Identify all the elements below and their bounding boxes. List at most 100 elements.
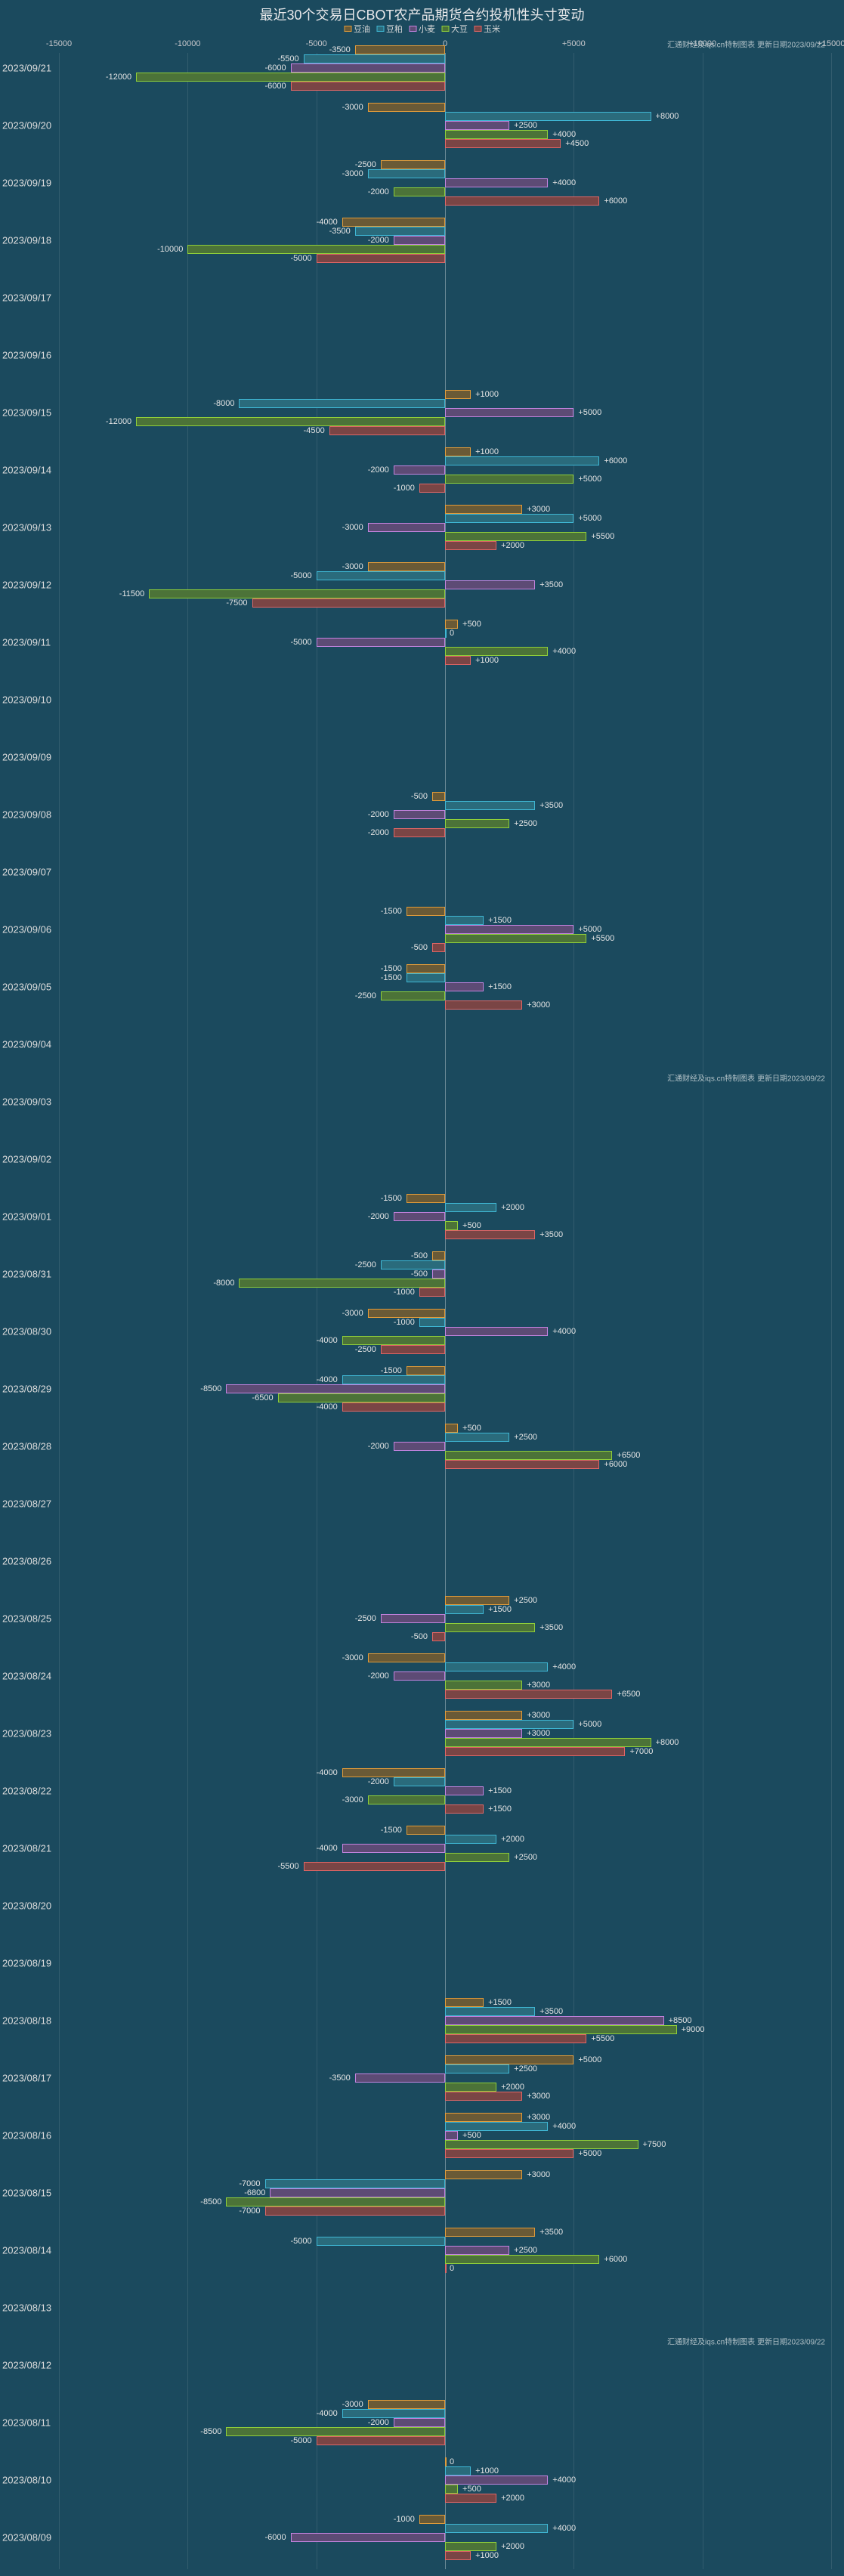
bar	[445, 112, 651, 121]
date-label: 2023/08/25	[2, 1613, 51, 1625]
bar	[445, 1835, 496, 1844]
legend-label: 小麦	[419, 23, 435, 35]
bar	[394, 465, 445, 475]
bar	[381, 1260, 445, 1269]
bar	[445, 2140, 638, 2149]
legend-label: 大豆	[451, 23, 468, 35]
bar	[445, 1433, 509, 1442]
bar	[445, 819, 509, 828]
bar	[445, 982, 484, 991]
bar-value-label: +1000	[475, 2466, 499, 2475]
bar	[445, 390, 471, 399]
bar	[317, 571, 445, 580]
bar	[304, 1862, 445, 1871]
bar-value-label: +1500	[488, 1786, 512, 1795]
date-label: 2023/08/26	[2, 1556, 51, 1567]
bar	[368, 1653, 445, 1662]
bar	[419, 2515, 445, 2524]
date-label: 2023/09/05	[2, 982, 51, 993]
bar	[445, 1596, 509, 1605]
bar-value-label: -8500	[200, 2427, 221, 2436]
bar-value-label: +6000	[604, 196, 627, 206]
date-label: 2023/09/01	[2, 1211, 51, 1223]
bar-value-label: +3500	[539, 801, 563, 810]
bar-value-label: +4000	[552, 178, 576, 187]
bar-value-label: -2500	[355, 1614, 376, 1623]
legend-item: 玉米	[474, 23, 500, 35]
date-label: 2023/08/23	[2, 1728, 51, 1739]
legend-swatch	[344, 26, 351, 32]
bar	[445, 2466, 471, 2475]
bar-value-label: +5000	[578, 2055, 601, 2064]
date-label: 2023/08/15	[2, 2188, 51, 2199]
chart-root: 最近30个交易日CBOT农产品期货合约投机性头寸变动 豆油豆粕小麦大豆玉米 -1…	[0, 0, 844, 2576]
bar-value-label: +5500	[591, 2034, 614, 2043]
bar	[329, 426, 445, 435]
date-label: 2023/09/14	[2, 465, 51, 476]
bar-value-label: -4000	[317, 1336, 338, 1345]
bar-value-label: +1500	[488, 1804, 512, 1814]
date-label: 2023/08/31	[2, 1269, 51, 1280]
bar	[317, 254, 445, 263]
bar	[342, 218, 445, 227]
bar	[342, 1844, 445, 1853]
bar-value-label: +3000	[527, 2170, 550, 2179]
bar-value-label: -4000	[317, 1844, 338, 1853]
bar	[445, 1000, 522, 1010]
date-label: 2023/08/09	[2, 2532, 51, 2544]
bar-value-label: +1500	[488, 982, 512, 991]
bar	[226, 1384, 445, 1393]
bar	[355, 227, 445, 236]
bar-value-label: +1500	[488, 916, 512, 925]
bar-value-label: -6000	[264, 2533, 286, 2542]
date-label: 2023/08/13	[2, 2302, 51, 2314]
bar-value-label: -6500	[252, 1393, 273, 1402]
bar-value-label: +2000	[501, 2494, 524, 2503]
bar	[304, 54, 445, 63]
bar	[445, 196, 599, 206]
bar	[445, 1451, 612, 1460]
bar	[419, 1288, 445, 1297]
bar-value-label: -2000	[368, 810, 389, 819]
bar-value-label: -500	[411, 943, 428, 952]
bar-value-label: -1000	[394, 2515, 415, 2524]
bar	[265, 2206, 445, 2216]
bar	[445, 2016, 664, 2025]
bar-value-label: +3000	[527, 2092, 550, 2101]
date-label: 2023/09/13	[2, 522, 51, 533]
date-label: 2023/08/30	[2, 1326, 51, 1337]
legend-label: 玉米	[484, 23, 500, 35]
bar-value-label: -1500	[381, 1194, 402, 1203]
bar-value-label: +4000	[552, 2524, 576, 2533]
bar-value-label: +2500	[514, 1596, 537, 1605]
bar-value-label: -2500	[355, 1345, 376, 1354]
bar-value-label: -4000	[317, 218, 338, 227]
bar	[394, 187, 445, 196]
bar-value-label: +3000	[527, 1729, 550, 1738]
bar	[149, 589, 445, 598]
bar-value-label: +500	[462, 620, 481, 629]
bar-value-label: +4000	[552, 2475, 576, 2485]
bar-value-label: +1000	[475, 2551, 499, 2560]
legend-swatch	[376, 26, 384, 32]
bar	[445, 505, 522, 514]
bar	[445, 2131, 458, 2140]
date-label: 2023/09/07	[2, 867, 51, 878]
bar	[445, 1327, 548, 1336]
chart-title: 最近30个交易日CBOT农产品期货合约投机性头寸变动	[259, 5, 584, 24]
bar-value-label: -10000	[157, 245, 183, 254]
bar-value-label: +1000	[475, 447, 499, 456]
bar	[368, 1795, 445, 1804]
grid-line	[59, 53, 60, 2569]
bar-value-label: +3500	[539, 1623, 563, 1632]
bar	[445, 456, 599, 465]
bar	[342, 1375, 445, 1384]
bar-value-label: +1000	[475, 390, 499, 399]
bar-value-label: +5000	[578, 475, 601, 484]
bar	[407, 973, 445, 982]
bar	[394, 2418, 445, 2427]
bar-value-label: -2000	[368, 828, 389, 837]
bar-value-label: -2000	[368, 1671, 389, 1681]
bar	[394, 1671, 445, 1681]
bar-value-label: +2000	[501, 2542, 524, 2551]
